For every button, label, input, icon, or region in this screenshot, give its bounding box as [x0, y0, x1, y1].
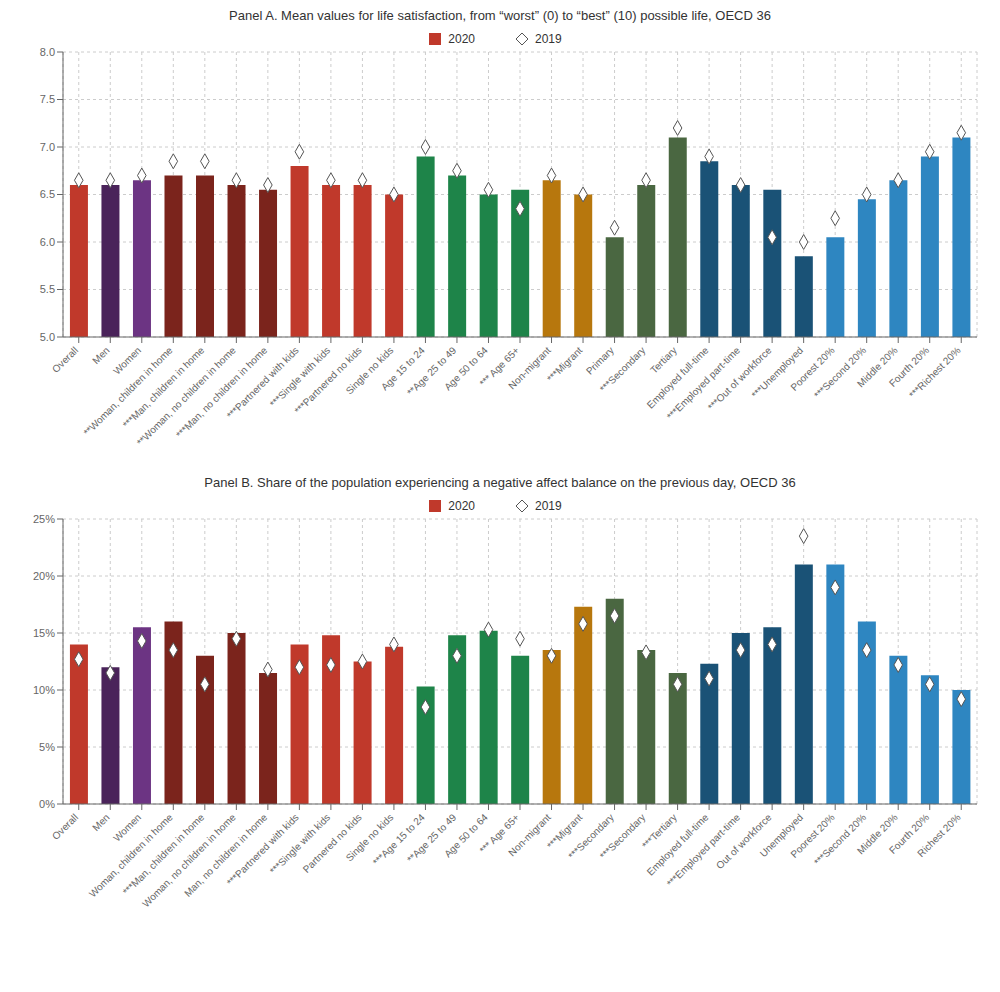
svg-text:0%: 0%: [39, 798, 55, 810]
svg-text:Unemployed: Unemployed: [757, 811, 806, 860]
svg-text:**Age 25 to 49: **Age 25 to 49: [405, 811, 459, 865]
svg-text:Out of workforce: Out of workforce: [714, 811, 774, 871]
svg-text:Fourth 20%: Fourth 20%: [886, 344, 932, 389]
svg-text:Overall: Overall: [50, 812, 80, 842]
svg-text:**Woman, no children in home: **Woman, no children in home: [134, 344, 238, 448]
svg-text:25%: 25%: [33, 513, 55, 525]
html-text:Panel B. Share of the populati: Panel B. Share of the population experie…: [204, 475, 796, 490]
svg-text:*** Age 65+: *** Age 65+: [477, 344, 522, 389]
svg-text:Richest 20%: Richest 20%: [915, 812, 963, 860]
svg-text:Age 15 to 24: Age 15 to 24: [379, 344, 427, 393]
svg-text:15%: 15%: [33, 627, 55, 639]
svg-text:***Man, children in home: ***Man, children in home: [120, 344, 207, 431]
svg-text:Poorest 20%: Poorest 20%: [788, 344, 837, 393]
svg-text:***Secondary: ***Secondary: [598, 345, 648, 395]
svg-text:Fourth 20%: Fourth 20%: [886, 811, 932, 856]
svg-text:***Second 20%: ***Second 20%: [812, 812, 868, 868]
svg-text:Single no kids: Single no kids: [343, 344, 396, 397]
svg-text:Employed full-time: Employed full-time: [644, 811, 711, 878]
svg-text:***Man, no children in home: ***Man, no children in home: [173, 344, 270, 441]
svg-text:***Age 15 to 24: ***Age 15 to 24: [371, 811, 427, 867]
svg-text:7.0: 7.0: [40, 141, 55, 153]
svg-text:6.5: 6.5: [40, 188, 55, 200]
html-text:2019: 2019: [535, 32, 562, 46]
svg-text:***Migrant: ***Migrant: [545, 344, 585, 384]
svg-text:5%: 5%: [39, 741, 55, 753]
svg-text:5.5: 5.5: [40, 283, 55, 295]
svg-text:Non-migrant: Non-migrant: [506, 344, 553, 391]
svg-text:*** Age 65+: *** Age 65+: [477, 811, 522, 856]
svg-text:Woman, no children in home: Woman, no children in home: [140, 811, 238, 910]
svg-text:Man, no children in home: Man, no children in home: [182, 811, 270, 899]
svg-text:Non-migrant: Non-migrant: [506, 811, 553, 858]
svg-text:***Tertiary: ***Tertiary: [639, 811, 679, 851]
svg-text:7.5: 7.5: [40, 93, 55, 105]
svg-text:Women: Women: [111, 811, 144, 844]
svg-text:Overall: Overall: [50, 345, 80, 375]
svg-text:Women: Women: [111, 344, 144, 377]
svg-text:***Migrant: ***Migrant: [544, 811, 585, 852]
svg-text:**Woman, children in home: **Woman, children in home: [81, 344, 175, 438]
svg-text:***Man, children in home: ***Man, children in home: [120, 811, 207, 898]
svg-text:***Richest 20%: ***Richest 20%: [907, 345, 963, 401]
html-text:2020: 2020: [448, 32, 475, 46]
svg-text:***Single with kids: ***Single with kids: [267, 344, 333, 410]
svg-text:***Secondary: ***Secondary: [598, 812, 648, 862]
svg-text:Men: Men: [90, 812, 112, 834]
svg-text:Middle 20%: Middle 20%: [854, 811, 900, 857]
svg-text:Single no kids: Single no kids: [343, 811, 396, 864]
svg-text:8.0: 8.0: [40, 46, 55, 58]
svg-text:***Out of workforce: ***Out of workforce: [705, 344, 774, 413]
svg-text:***Partnered with kids: ***Partnered with kids: [224, 344, 301, 421]
svg-text:***Partnered no kids: ***Partnered no kids: [292, 344, 364, 417]
svg-text:Poorest 20%: Poorest 20%: [788, 811, 837, 860]
svg-text:6.0: 6.0: [40, 236, 55, 248]
svg-text:Tertiary: Tertiary: [648, 345, 679, 376]
svg-text:Partnered no kids: Partnered no kids: [301, 812, 364, 875]
svg-text:10%: 10%: [33, 684, 55, 696]
svg-text:Employed full-time: Employed full-time: [644, 344, 711, 411]
html-text:Panel A. Mean values for life: Panel A. Mean values for life satisfacti…: [229, 8, 771, 23]
svg-text:Woman, children in home: Woman, children in home: [86, 811, 175, 900]
html-text:2019: 2019: [535, 499, 562, 513]
svg-text:***Employed part-time: ***Employed part-time: [664, 344, 742, 422]
svg-text:***Unemployed: ***Unemployed: [749, 344, 806, 401]
svg-text:Age 50 to 64: Age 50 to 64: [442, 344, 490, 393]
svg-text:Men: Men: [90, 345, 112, 367]
svg-text:***Partnered with kids: ***Partnered with kids: [224, 811, 301, 888]
svg-text:20%: 20%: [33, 570, 55, 582]
svg-text:Age 50 to 64: Age 50 to 64: [442, 811, 490, 860]
svg-text:***Employed part-time: ***Employed part-time: [664, 811, 742, 889]
svg-text:**Age 25 to 49: **Age 25 to 49: [405, 344, 459, 398]
svg-text:***Secondary: ***Secondary: [566, 811, 616, 862]
svg-text:5.0: 5.0: [40, 331, 55, 343]
svg-text:Middle 20%: Middle 20%: [854, 344, 900, 390]
svg-text:***Second 20%: ***Second 20%: [812, 345, 868, 401]
svg-text:***Single with kids: ***Single with kids: [267, 811, 333, 877]
html-text:2020: 2020: [448, 499, 475, 513]
svg-text:Primary: Primary: [583, 344, 616, 377]
